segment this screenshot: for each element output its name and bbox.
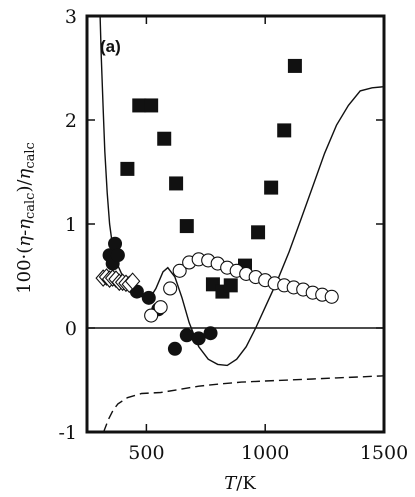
solid-curve [99, 16, 384, 367]
x-tick-label: 500 [128, 442, 164, 464]
data-point-filled-square [264, 180, 279, 195]
x-axis-title-unit: /K [236, 473, 256, 494]
data-point-open-circle [153, 300, 168, 315]
y-axis-title-part: )/ [14, 179, 35, 193]
dashed-curve [102, 375, 384, 432]
chart-axes: 500 1000 1500 -1 0 1 2 3 [58, 6, 408, 464]
data-point-open-circle [163, 281, 178, 296]
data-point-filled-circle [179, 328, 194, 343]
x-axis-title-variable: T [224, 473, 238, 494]
data-point-filled-square [144, 98, 159, 113]
x-tick-label: 1000 [241, 442, 289, 464]
data-point-filled-square [157, 131, 172, 146]
data-point-open-circle [324, 289, 339, 304]
data-point-open-circle [172, 263, 187, 278]
x-axis-title: T/K [224, 473, 256, 494]
y-axis-title: 100·(η-ηcalc)/ηcalc [14, 142, 38, 294]
panel-label: (a) [100, 37, 121, 56]
x-tick-label: 1500 [360, 442, 408, 464]
data-point-filled-square [277, 123, 292, 138]
data-point-open-circle [144, 308, 159, 323]
data-point-filled-square [169, 176, 184, 191]
data-point-filled-circle [167, 341, 182, 356]
plot-area [87, 16, 384, 432]
y-axis-title-subscript: calc [23, 142, 38, 168]
data-point-filled-circle [141, 290, 156, 305]
data-point-filled-circle [110, 248, 125, 263]
data-point-filled-square [179, 219, 194, 234]
data-point-filled-circle [108, 236, 123, 251]
y-tick-label: 3 [65, 6, 77, 28]
plot-frame [85, 14, 386, 434]
y-tick-label: 2 [65, 110, 77, 132]
y-axis-title-eta: η [14, 219, 35, 230]
y-axis-title-part: 100·( [14, 247, 35, 294]
data-point-filled-circle [191, 331, 206, 346]
y-tick-label: -1 [58, 422, 77, 444]
data-point-filled-square [120, 161, 135, 176]
data-point-filled-square [251, 225, 266, 240]
data-point-filled-square [132, 98, 147, 113]
y-tick-label: 1 [65, 214, 77, 236]
y-tick-label: 0 [65, 318, 77, 340]
chart-marks [87, 16, 384, 432]
y-axis-title-eta: η [14, 236, 35, 247]
data-point-open-diamond [124, 272, 141, 291]
y-axis-title-eta: η [14, 168, 35, 179]
data-point-filled-square [287, 58, 302, 73]
y-axis-title-part: - [14, 230, 35, 236]
data-point-filled-circle [203, 326, 218, 341]
data-point-filled-square [223, 278, 238, 293]
y-axis-title-subscript: calc [23, 193, 38, 219]
